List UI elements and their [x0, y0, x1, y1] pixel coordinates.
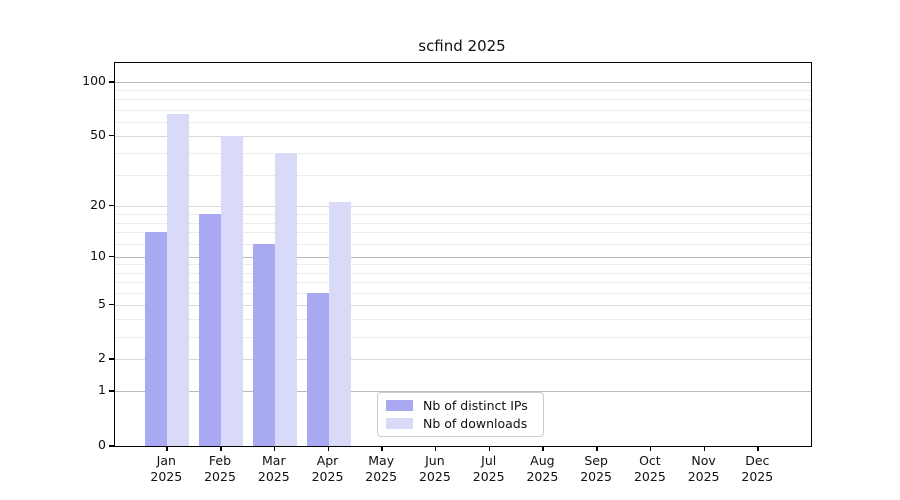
y-tick-mark-10	[109, 255, 114, 258]
y-tick-label-2: 2	[98, 350, 106, 366]
gridline-100	[115, 82, 811, 83]
y-tick-mark-2	[109, 358, 114, 360]
x-tick-label-apr: Apr 2025	[311, 453, 344, 484]
bar-nb-of-downloads-apr	[328, 202, 351, 446]
x-tick-mark-sep	[596, 446, 598, 451]
x-tick-mark-aug	[542, 446, 544, 451]
x-tick-label-jun: Jun 2025	[418, 453, 451, 484]
gridline-minor-16	[115, 222, 811, 224]
x-tick-label-may: May 2025	[365, 453, 398, 484]
y-tick-mark-100	[109, 81, 114, 83]
y-tick-mark-50	[109, 134, 114, 137]
gridline-20	[115, 205, 811, 207]
gridline-minor-90	[115, 90, 811, 92]
gridline-minor-4	[115, 319, 811, 321]
x-tick-mark-dec	[757, 446, 759, 451]
x-tick-label-jul: Jul 2025	[472, 453, 505, 484]
gridline-10	[115, 256, 811, 258]
plot-area	[115, 63, 811, 446]
gridline-minor-18	[115, 213, 811, 215]
y-tick-label-100: 100	[82, 73, 106, 88]
legend-swatch-downloads	[386, 418, 413, 429]
x-tick-label-mar: Mar 2025	[257, 453, 290, 484]
y-tick-mark-1	[109, 390, 114, 392]
bar-nb-of-distinct-ips-mar	[252, 243, 275, 446]
gridline-minor-7	[115, 282, 811, 283]
x-tick-mark-may	[381, 446, 383, 451]
gridline-minor-80	[115, 99, 811, 101]
bar-nb-of-distinct-ips-jan	[145, 232, 168, 446]
x-tick-mark-mar	[273, 446, 276, 451]
x-tick-label-nov: Nov 2025	[687, 453, 720, 484]
legend: Nb of distinct IPs Nb of downloads	[377, 392, 544, 437]
legend-row: Nb of distinct IPs	[386, 398, 543, 413]
gridline-minor-14	[115, 232, 811, 234]
x-tick-mark-jul	[488, 446, 491, 451]
bar-nb-of-distinct-ips-apr	[306, 292, 329, 446]
gridline-minor-6	[115, 292, 811, 294]
y-tick-mark-20	[109, 204, 114, 207]
legend-row: Nb of downloads	[386, 416, 543, 431]
y-tick-label-5: 5	[98, 295, 106, 311]
bar-nb-of-downloads-mar	[274, 153, 297, 446]
x-tick-label-feb: Feb 2025	[204, 453, 236, 484]
y-tick-label-20: 20	[90, 196, 106, 212]
gridline-minor-3	[115, 336, 811, 338]
x-tick-label-dec: Dec 2025	[741, 453, 774, 484]
gridline-minor-9	[115, 264, 811, 266]
gridline-minor-8	[115, 272, 811, 274]
y-tick-label-50: 50	[90, 126, 106, 142]
x-tick-label-jan: Jan 2025	[150, 453, 183, 484]
gridline-1	[115, 391, 811, 393]
y-tick-mark-0	[109, 445, 114, 447]
x-tick-mark-nov	[703, 446, 706, 451]
gridline-minor-70	[115, 109, 811, 111]
gridline-minor-40	[115, 153, 811, 155]
x-tick-mark-oct	[649, 446, 652, 451]
x-tick-mark-feb	[220, 446, 222, 451]
gridline-50	[115, 135, 811, 137]
gridline-2	[115, 359, 811, 361]
y-tick-mark-5	[109, 303, 114, 306]
x-tick-mark-apr	[327, 446, 329, 451]
x-tick-label-oct: Oct 2025	[633, 453, 666, 484]
x-tick-label-aug: Aug 2025	[526, 453, 559, 484]
x-tick-label-sep: Sep 2025	[580, 453, 612, 484]
x-tick-mark-jun	[434, 446, 437, 451]
legend-swatch-distinct-ips	[386, 400, 413, 411]
y-tick-label-0: 0	[98, 437, 106, 452]
gridline-minor-60	[115, 121, 811, 123]
legend-label-distinct-ips: Nb of distinct IPs	[423, 398, 528, 413]
gridline-minor-12	[115, 243, 811, 245]
chart-title: scfind 2025	[418, 37, 506, 55]
y-tick-label-1: 1	[98, 382, 106, 398]
bar-nb-of-distinct-ips-feb	[199, 213, 221, 446]
legend-label-downloads: Nb of downloads	[423, 416, 528, 431]
x-tick-mark-jan	[166, 446, 168, 451]
gridline-minor-30	[115, 175, 811, 177]
plot-box	[114, 62, 812, 447]
y-tick-label-10: 10	[90, 247, 106, 263]
gridline-5	[115, 304, 811, 306]
bar-nb-of-downloads-feb	[221, 135, 243, 446]
bar-nb-of-downloads-jan	[167, 114, 190, 446]
